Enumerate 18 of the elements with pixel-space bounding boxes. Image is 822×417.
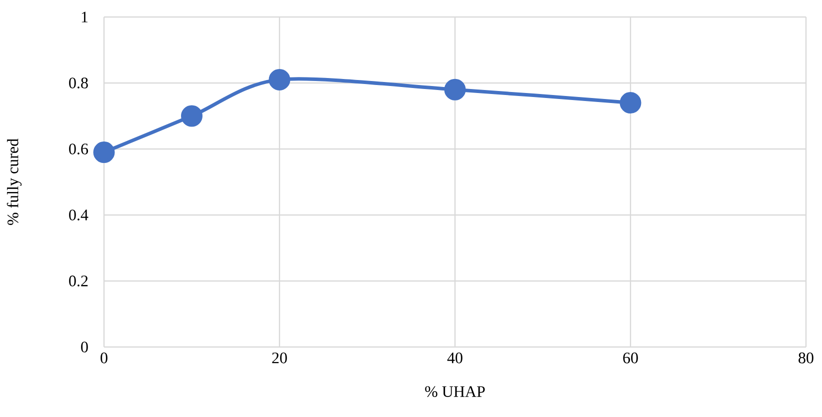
y-axis-title: % fully cured xyxy=(6,138,22,225)
x-tick-label: 20 xyxy=(272,352,287,364)
point xyxy=(620,92,642,114)
x-axis-title: % UHAP xyxy=(425,386,485,398)
point xyxy=(93,142,115,164)
point xyxy=(444,78,466,100)
y-tick-label: 0.4 xyxy=(69,210,88,220)
x-tick-label: 60 xyxy=(623,352,638,364)
y-tick-label: 0.2 xyxy=(69,276,88,286)
y-tick-label: 1 xyxy=(82,12,88,22)
x-tick-label: 40 xyxy=(447,352,462,364)
point xyxy=(181,105,203,127)
y-tick-label: 0.8 xyxy=(69,78,88,88)
y-tick-label: 0 xyxy=(81,342,88,352)
x-tick-label: 0 xyxy=(100,352,108,364)
x-tick-label: 80 xyxy=(798,352,814,364)
y-tick-label: 0.6 xyxy=(69,144,88,154)
point xyxy=(268,68,290,90)
